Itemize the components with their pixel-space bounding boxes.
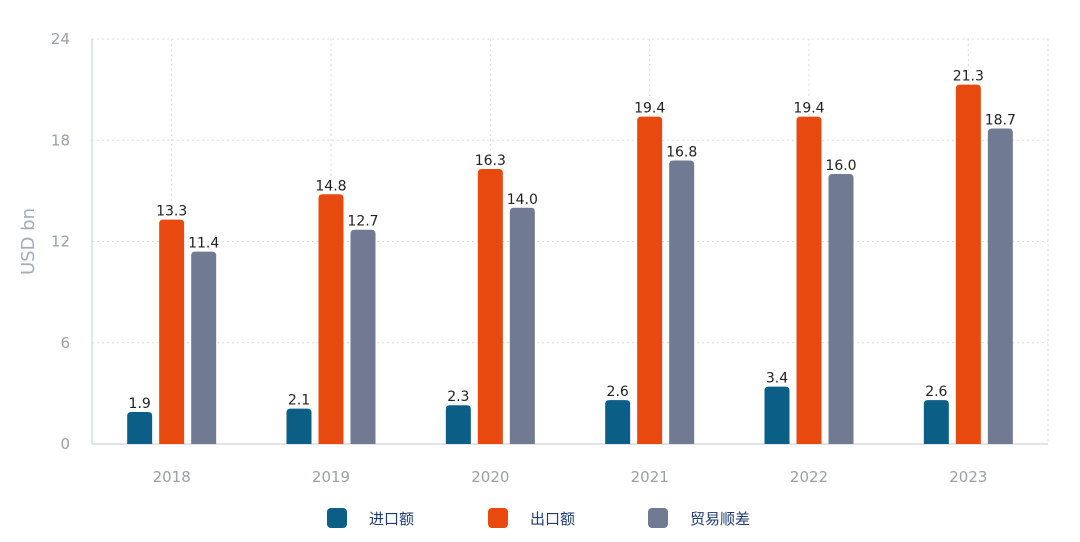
bar (955, 84, 981, 444)
data-label: 21.3 (953, 69, 984, 85)
bar (445, 405, 471, 444)
legend-label: 贸易顺差 (690, 510, 750, 528)
bar (318, 194, 344, 444)
legend-swatch (648, 508, 668, 528)
data-label: 16.8 (666, 145, 697, 161)
x-tick-label: 2018 (153, 468, 191, 486)
bar (637, 116, 663, 444)
x-tick-label: 2023 (949, 468, 987, 486)
y-tick-label: 6 (60, 334, 70, 352)
bar (350, 229, 376, 444)
y-tick-label: 24 (51, 30, 70, 48)
bar (159, 219, 185, 444)
bar (127, 411, 153, 444)
data-label: 2.1 (288, 393, 310, 409)
data-label: 2.3 (447, 389, 469, 405)
data-label: 18.7 (985, 112, 1016, 128)
x-tick-label: 2022 (790, 468, 828, 486)
x-tick-label: 2020 (471, 468, 509, 486)
y-tick-label: 12 (51, 233, 70, 251)
data-labels: 1.9 13.311.4 2.1 14.8 12.7 2.3 16.3 14.0 2.6 19.4… (129, 69, 1016, 412)
data-label: 11.4 (188, 236, 219, 252)
data-label: 19.4 (634, 101, 665, 117)
bar (796, 116, 822, 444)
bar (286, 408, 312, 444)
data-label: 14.0 (507, 192, 538, 208)
bar (987, 128, 1013, 444)
data-label: 13.3 (156, 204, 187, 220)
data-label: 16.3 (475, 153, 506, 169)
data-label: 16.0 (825, 158, 856, 174)
data-label: 12.7 (347, 214, 378, 230)
bars (127, 84, 1013, 444)
legend-label: 出口额 (530, 510, 575, 528)
bar (923, 400, 949, 444)
legend-label: 进口额 (369, 510, 414, 528)
bar (764, 386, 790, 444)
bar (477, 168, 503, 444)
legend-swatch (488, 508, 508, 528)
data-label: 3.4 (766, 371, 788, 387)
axes: 0 6 12 18 24 USD bn 2018 2019 2020 2021 2022 2023 (18, 30, 1048, 486)
y-tick-label: 18 (51, 131, 70, 149)
y-axis-title: USD bn (18, 208, 39, 275)
bar (828, 174, 854, 444)
bar (669, 160, 695, 444)
data-label: 2.6 (607, 384, 629, 400)
data-label: 19.4 (793, 101, 824, 117)
data-label: 14.8 (315, 178, 346, 194)
bar (509, 207, 535, 444)
legend: 进口额 出口额 贸易顺差 (327, 508, 750, 528)
y-tick-label: 0 (60, 435, 70, 453)
bar (605, 400, 631, 444)
x-tick-label: 2019 (312, 468, 350, 486)
legend-swatch (327, 508, 347, 528)
x-tick-label: 2021 (631, 468, 669, 486)
bar (191, 251, 217, 444)
data-label: 2.6 (925, 384, 947, 400)
data-label: 1.9 (129, 396, 151, 412)
grid (92, 38, 1049, 444)
